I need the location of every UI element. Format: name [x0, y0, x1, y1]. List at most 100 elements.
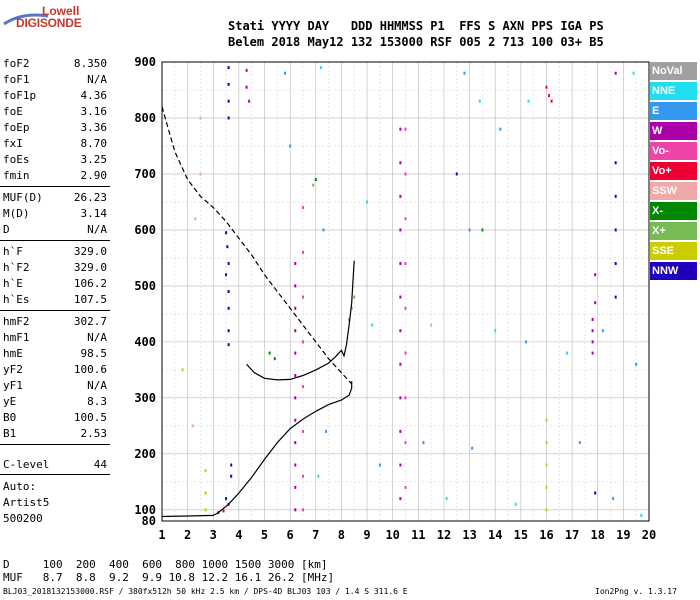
param-value: 107.5: [73, 293, 107, 306]
param-value: 329.0: [73, 245, 107, 258]
data-point: [399, 396, 402, 400]
param-value: 2.53: [80, 427, 108, 440]
separator: [0, 310, 110, 311]
data-point: [348, 317, 351, 321]
param-value: 329.0: [73, 261, 107, 274]
data-point: [378, 463, 381, 467]
data-point: [550, 99, 553, 103]
x-tick-label: 11: [411, 528, 425, 542]
data-point: [322, 228, 325, 232]
data-point: [230, 474, 233, 478]
param-name: foF1: [3, 73, 30, 86]
param-name: B0: [3, 411, 17, 424]
header-values: Belem 2018 May12 132 153000 RSF 005 2 71…: [228, 35, 604, 49]
legend-item-e: E: [650, 102, 697, 120]
version-info: Ion2Png v. 1.3.17: [595, 587, 677, 596]
param-name: h`F: [3, 245, 23, 258]
data-point: [245, 68, 248, 72]
data-point: [225, 231, 228, 235]
y-tick-label: 80: [142, 514, 156, 528]
logo-swoosh-icon: [3, 13, 49, 26]
x-tick-label: 2: [184, 528, 191, 542]
data-point: [591, 340, 594, 344]
x-tick-label: 15: [514, 528, 528, 542]
data-point: [399, 497, 402, 501]
data-point: [614, 228, 617, 232]
param-value: N/A: [87, 73, 107, 86]
param-name: foF1p: [3, 89, 37, 102]
param-value: 8.3: [87, 395, 107, 408]
data-point: [225, 273, 228, 277]
logo-line2: DIGISONDE: [16, 16, 82, 30]
param-value: 2.90: [80, 169, 108, 182]
data-point: [227, 82, 230, 86]
param-value: 106.2: [73, 277, 107, 290]
param-value: 3.25: [80, 153, 108, 166]
data-point: [545, 485, 548, 489]
data-point: [226, 245, 229, 249]
x-tick-label: 17: [565, 528, 579, 542]
data-point: [301, 385, 304, 389]
data-point: [325, 429, 328, 433]
data-point: [499, 127, 502, 131]
data-point: [404, 217, 407, 221]
data-point: [371, 323, 374, 327]
x-tick-label: 20: [642, 528, 656, 542]
param-value: 3.14: [80, 207, 108, 220]
data-point: [204, 491, 207, 495]
param-row: foEs 3.25: [3, 153, 107, 167]
data-point: [545, 418, 548, 422]
data-point: [430, 323, 433, 327]
data-point: [640, 513, 643, 517]
data-point: [614, 71, 617, 75]
legend-item-ssw: SSW: [650, 182, 697, 200]
header-labels: Stati YYYY DAY DDD HHMMSS P1 FFS S AXN P…: [228, 19, 604, 33]
x-tick-label: 14: [488, 528, 502, 542]
series-line-profile: [161, 381, 353, 518]
param-row: foE 3.16: [3, 105, 107, 119]
data-point: [404, 485, 407, 489]
param-row: hmF2 302.7: [3, 315, 107, 329]
clevel-name: C-level: [3, 458, 50, 471]
legend-item-nnw: NNW: [650, 262, 697, 280]
param-row: yF2 100.6: [3, 363, 107, 377]
y-tick-label: 900: [134, 55, 156, 69]
data-point: [353, 295, 356, 299]
param-value: 302.7: [73, 315, 107, 328]
data-point: [591, 351, 594, 355]
data-point: [399, 295, 402, 299]
data-point: [294, 441, 297, 445]
clevel-value: 44: [93, 458, 107, 471]
param-value: N/A: [87, 379, 107, 392]
data-point: [301, 340, 304, 344]
data-point: [527, 99, 530, 103]
data-point: [478, 99, 481, 103]
data-point: [455, 172, 458, 176]
data-point: [227, 116, 230, 120]
data-point: [468, 228, 471, 232]
data-point: [366, 200, 369, 204]
param-value: 98.5: [80, 347, 108, 360]
param-name: foE: [3, 105, 23, 118]
data-point: [481, 228, 484, 232]
param-name: MUF(D): [3, 191, 43, 204]
data-point: [301, 474, 304, 478]
separator: [0, 474, 110, 475]
param-row: yF1 N/A: [3, 379, 107, 393]
x-tick-label: 6: [287, 528, 294, 542]
param-row: foF1 N/A: [3, 73, 107, 87]
data-point: [399, 262, 402, 266]
y-tick-label: 500: [134, 279, 156, 293]
x-tick-label: 19: [616, 528, 630, 542]
data-point: [245, 85, 248, 89]
param-row: h`F2 329.0: [3, 261, 107, 275]
separator: [0, 240, 110, 241]
x-tick-label: 10: [385, 528, 399, 542]
data-point: [594, 491, 597, 495]
param-name: foEs: [3, 153, 30, 166]
legend-item-xminus: X-: [650, 202, 697, 220]
param-name: B1: [3, 427, 17, 440]
series-line-extrapolation: [161, 106, 353, 385]
data-point: [227, 329, 230, 333]
